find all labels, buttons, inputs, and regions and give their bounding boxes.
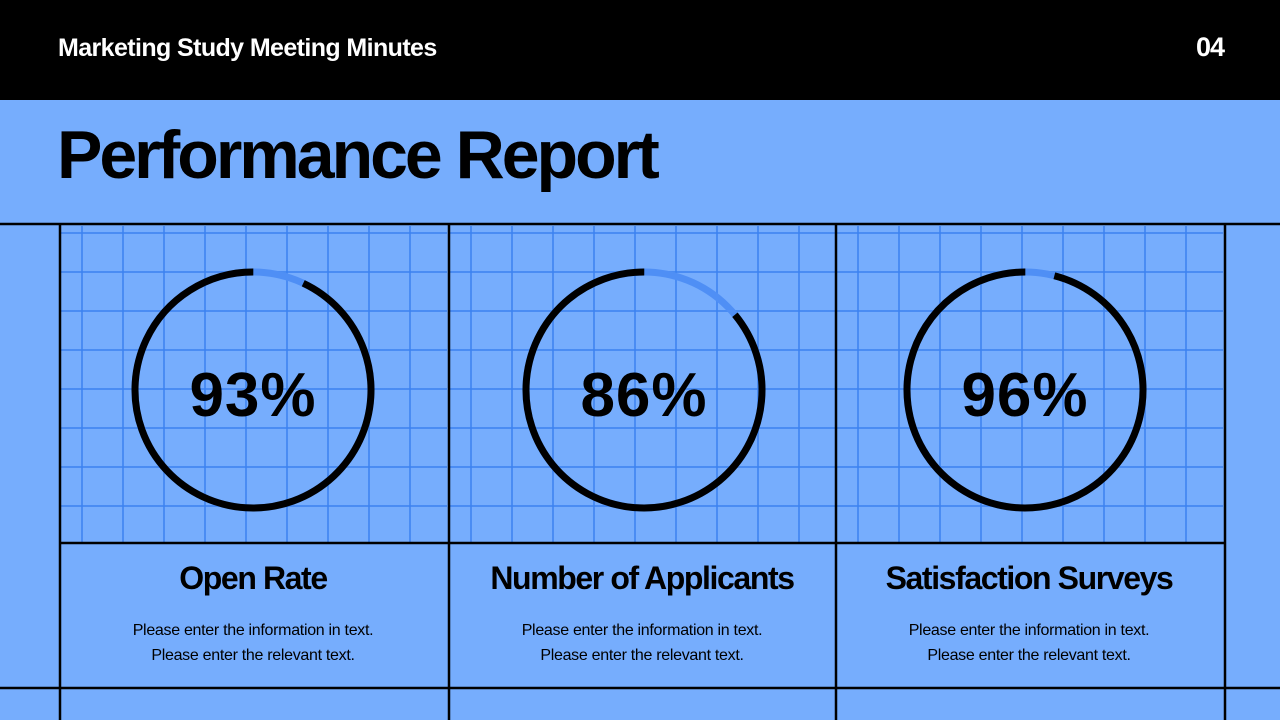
- progress-ring-applicants: [522, 268, 766, 512]
- progress-ring-open-rate: [131, 268, 375, 512]
- card-description: Please enter the information in text. Pl…: [449, 618, 835, 668]
- percent-value: 86%: [580, 361, 708, 430]
- percent-value: 93%: [189, 361, 317, 430]
- page-number: 04: [1195, 32, 1225, 62]
- description-line: Please enter the relevant text.: [927, 647, 1131, 664]
- presentation-title: Marketing Study Meeting Minutes: [58, 34, 437, 62]
- progress-ring-satisfaction: [903, 268, 1147, 512]
- description-line: Please enter the relevant text.: [540, 647, 744, 664]
- card-grid-background: [837, 226, 1223, 542]
- percent-value: 96%: [961, 361, 1089, 430]
- description-line: Please enter the information in text.: [521, 622, 763, 639]
- card-description: Please enter the information in text. Pl…: [836, 618, 1222, 668]
- card-title-open-rate: Open Rate: [179, 560, 328, 596]
- page-title: Performance Report: [57, 117, 660, 193]
- description-line: Please enter the information in text.: [908, 622, 1150, 639]
- card-title-satisfaction: Satisfaction Surveys: [885, 560, 1174, 596]
- card-grid-background: [450, 226, 836, 542]
- ring-progress: [522, 268, 766, 512]
- description-line: Please enter the relevant text.: [151, 647, 355, 664]
- description-line: Please enter the information in text.: [132, 622, 374, 639]
- ring-progress: [903, 268, 1147, 512]
- ring-progress: [131, 268, 375, 512]
- card-grid-background: [61, 226, 447, 542]
- card-title-applicants: Number of Applicants: [490, 560, 795, 596]
- card-description: Please enter the information in text. Pl…: [60, 618, 446, 668]
- header-bar: Marketing Study Meeting Minutes 04: [0, 0, 1280, 100]
